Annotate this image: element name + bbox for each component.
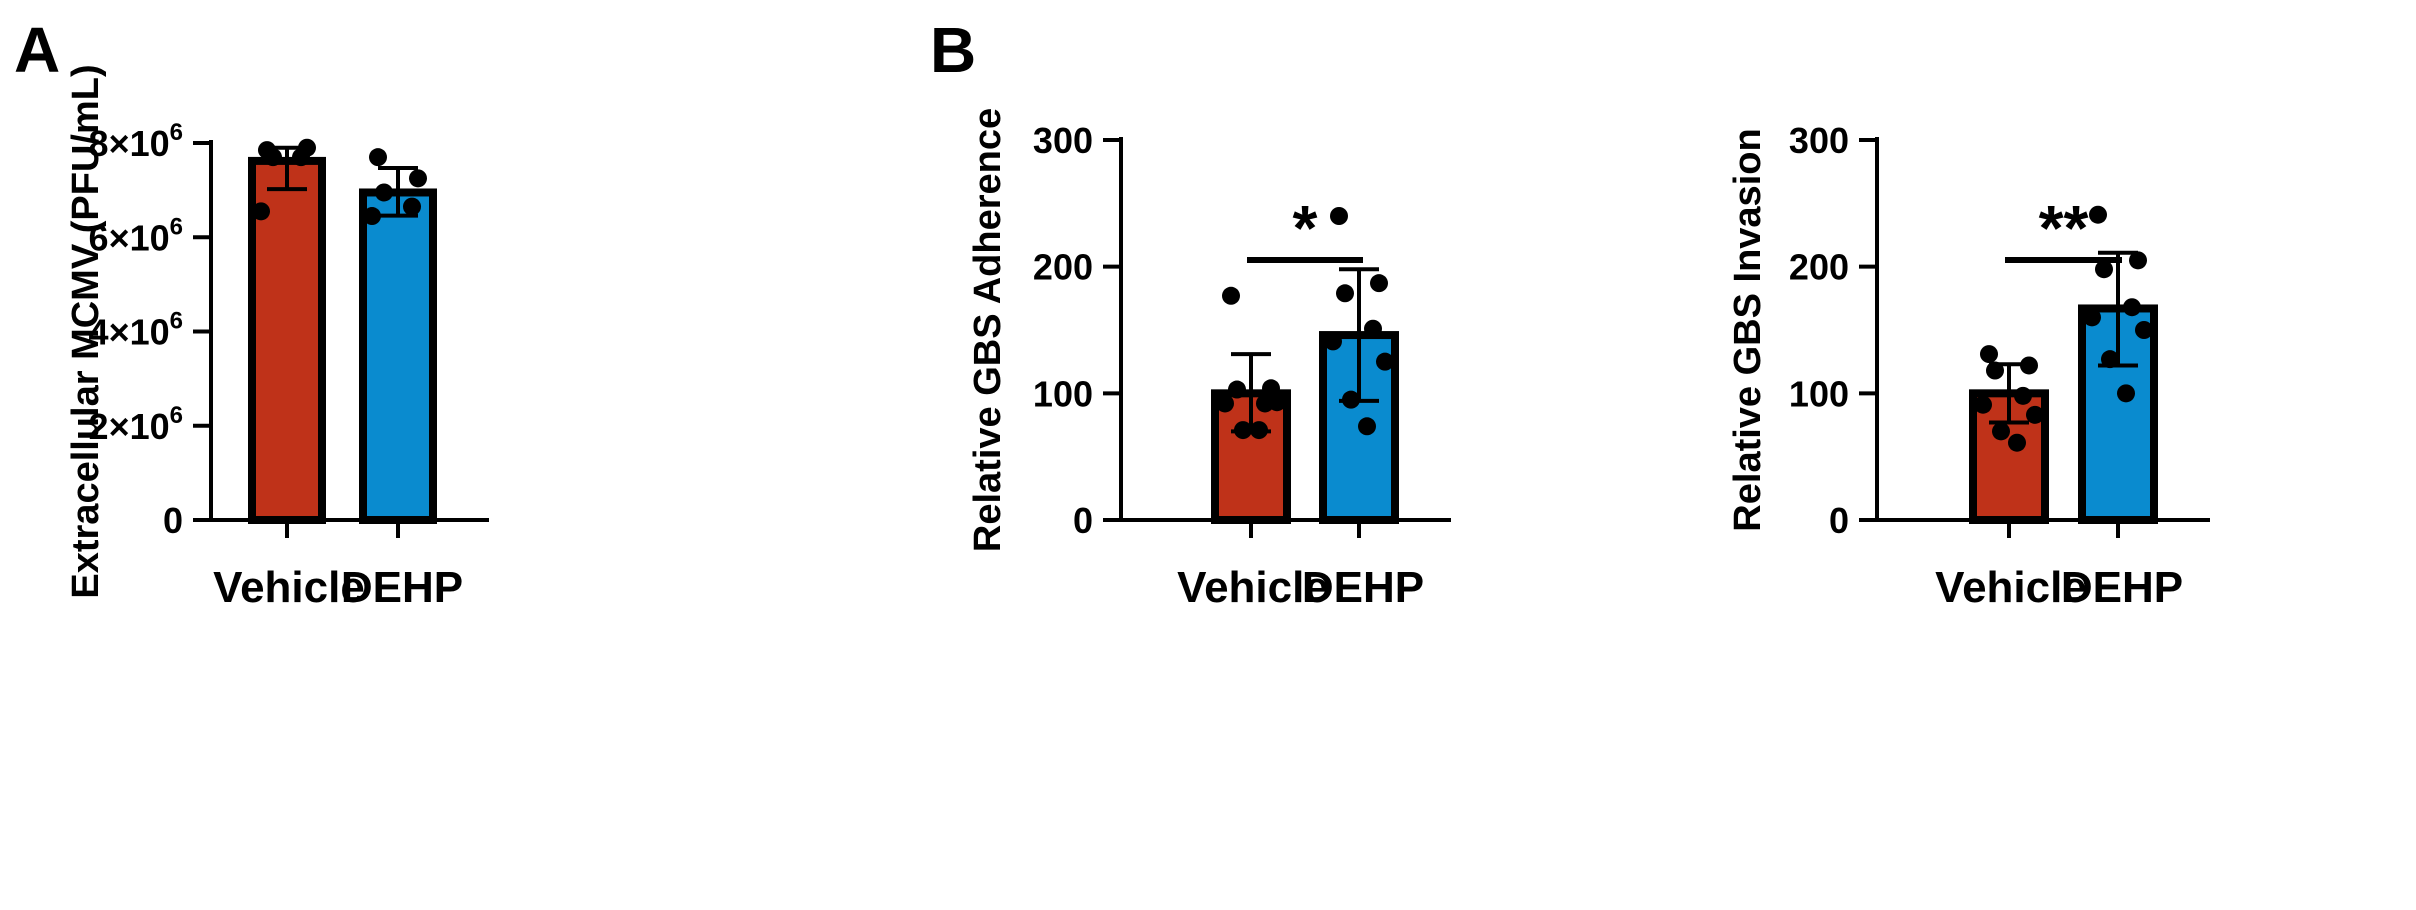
data-point-vehicle-invasion (1974, 395, 1992, 414)
data-point-dehp-adherence (1330, 207, 1348, 225)
y-tick-label-adherence: 100 (1033, 373, 1093, 414)
y-tick-label-mcmv: 8×106 (89, 119, 183, 164)
data-point-vehicle-adherence (1222, 286, 1240, 305)
x-category-label-vehicle-adherence: Vehicle (1177, 563, 1329, 612)
data-point-vehicle-adherence (1262, 379, 1280, 398)
data-point-vehicle-invasion (2020, 356, 2038, 375)
data-point-dehp-invasion (2089, 205, 2107, 224)
data-point-dehp-mcmv (363, 207, 381, 226)
data-point-vehicle-invasion (1992, 422, 2010, 441)
data-point-dehp-invasion (2129, 251, 2147, 270)
data-point-dehp-invasion (2135, 321, 2153, 339)
tick-label-base: 100 (1033, 373, 1093, 414)
data-point-vehicle-adherence (1216, 394, 1234, 413)
data-point-vehicle-mcmv (264, 148, 282, 167)
tick-label-base: 300 (1033, 120, 1093, 161)
y-tick-label-invasion: 0 (1829, 500, 1849, 541)
y-tick-label-adherence: 200 (1033, 247, 1093, 288)
tick-label-base: 0 (1073, 500, 1093, 541)
y-tick-label-invasion: 200 (1789, 247, 1849, 288)
tick-label-base: 100 (1789, 373, 1849, 414)
tick-label-base: 4×10 (89, 312, 170, 353)
y-tick-label-adherence: 0 (1073, 500, 1093, 541)
tick-label-base: 0 (1829, 500, 1849, 541)
data-point-vehicle-adherence (1250, 421, 1268, 440)
data-point-dehp-adherence (1370, 274, 1388, 293)
bar-dehp-mcmv (359, 188, 437, 524)
data-point-dehp-invasion (2083, 308, 2101, 327)
y-tick-label-mcmv: 2×106 (89, 402, 183, 447)
data-point-vehicle-invasion (2008, 433, 2026, 452)
chart-extracellular-mcmv: 02×1064×1066×1068×106VehicleDEHPExtracel… (65, 64, 489, 612)
data-point-vehicle-mcmv (252, 202, 270, 221)
data-point-dehp-adherence (1336, 284, 1354, 303)
y-axis-label-invasion: Relative GBS Invasion (1727, 128, 1769, 531)
data-point-vehicle-adherence (1268, 393, 1286, 412)
data-point-dehp-adherence (1364, 319, 1382, 338)
tick-label-base: 8×10 (89, 123, 170, 164)
tick-label-exponent: 6 (170, 308, 183, 335)
tick-label-exponent: 6 (170, 213, 183, 240)
x-category-label-dehp-mcmv: DEHP (341, 563, 463, 612)
data-point-dehp-invasion (2095, 260, 2113, 279)
y-tick-label-mcmv: 4×106 (89, 308, 183, 353)
data-point-vehicle-invasion (2014, 386, 2032, 405)
y-tick-label-invasion: 100 (1789, 373, 1849, 414)
data-point-dehp-adherence (1358, 417, 1376, 436)
x-category-label-dehp-adherence: DEHP (1302, 563, 1424, 612)
y-tick-label-mcmv: 6×106 (89, 213, 183, 258)
tick-label-base: 6×10 (89, 217, 170, 258)
tick-label-exponent: 6 (170, 119, 183, 146)
panel-label-a: A (14, 14, 61, 86)
data-point-dehp-mcmv (403, 197, 421, 216)
data-point-vehicle-invasion (2026, 405, 2044, 424)
y-tick-label-adherence: 300 (1033, 120, 1093, 161)
data-point-dehp-adherence (1324, 332, 1342, 351)
y-tick-label-invasion: 300 (1789, 120, 1849, 161)
tick-label-base: 200 (1033, 247, 1093, 288)
data-point-vehicle-adherence (1234, 421, 1252, 440)
data-point-vehicle-invasion (1980, 345, 1998, 364)
tick-label-base: 0 (163, 500, 183, 541)
x-category-label-vehicle-mcmv: Vehicle (213, 563, 365, 612)
data-point-dehp-adherence (1342, 390, 1360, 409)
y-tick-label-mcmv: 0 (163, 500, 183, 541)
data-point-dehp-mcmv (369, 148, 387, 167)
x-category-label-vehicle-invasion: Vehicle (1935, 563, 2087, 612)
tick-label-base: 300 (1789, 120, 1849, 161)
data-point-dehp-invasion (2117, 384, 2135, 403)
data-point-dehp-invasion (2101, 350, 2119, 369)
data-point-vehicle-mcmv (292, 148, 310, 167)
tick-label-exponent: 6 (170, 402, 183, 429)
data-point-vehicle-adherence (1228, 380, 1246, 399)
tick-label-base: 200 (1789, 247, 1849, 288)
data-point-vehicle-invasion (1986, 361, 2004, 380)
significance-marker-adherence: * (1293, 192, 1318, 264)
y-axis-label-mcmv: Extracellular MCMV (PFU/mL) (65, 64, 107, 598)
y-axis-label-adherence: Relative GBS Adherence (967, 108, 1009, 552)
tick-label-base: 2×10 (89, 406, 170, 447)
data-point-dehp-mcmv (409, 169, 427, 188)
data-point-dehp-mcmv (375, 183, 393, 202)
panel-label-b: B (930, 14, 977, 86)
significance-marker-invasion: ** (2039, 192, 2089, 264)
x-category-label-dehp-invasion: DEHP (2061, 563, 2183, 612)
data-point-dehp-adherence (1376, 352, 1394, 371)
data-point-dehp-invasion (2123, 298, 2141, 317)
